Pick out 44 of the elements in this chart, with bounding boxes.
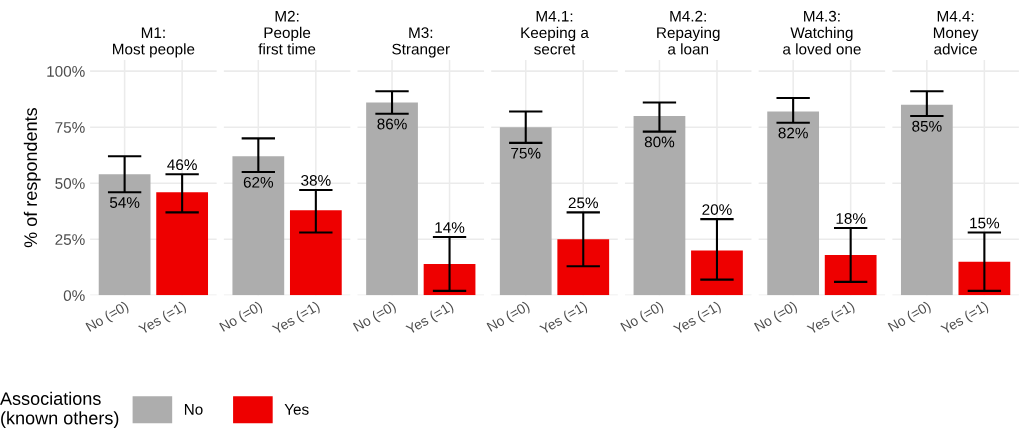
- x-tick-label: No (=0): [887, 300, 933, 335]
- data-label: 20%: [702, 204, 732, 215]
- legend-title: Associations (known others): [0, 391, 119, 428]
- y-tick-label: 50%: [55, 178, 85, 189]
- x-tick-label: No (=0): [352, 300, 398, 335]
- data-label: 18%: [836, 213, 866, 224]
- data-label: 25%: [568, 197, 598, 209]
- x-tick-label: No (=0): [753, 300, 799, 335]
- y-axis-title: % of respondents: [23, 108, 41, 248]
- data-label: 54%: [109, 197, 140, 208]
- x-tick-label: No (=0): [85, 300, 131, 335]
- x-tick-label: Yes (=1): [271, 300, 322, 338]
- data-label: 82%: [778, 127, 808, 139]
- y-tick-label: 25%: [55, 234, 85, 245]
- chart-title: M3: Stranger: [392, 27, 450, 58]
- legend-label: No: [184, 404, 203, 415]
- data-label: 14%: [435, 222, 465, 233]
- data-label: 75%: [511, 147, 541, 159]
- x-tick-label: No (=0): [619, 300, 666, 335]
- chart-title: M4.1: Keeping a secret: [521, 10, 589, 55]
- data-label: 38%: [301, 174, 331, 186]
- y-tick-label: 0%: [63, 290, 85, 302]
- y-tick-label: 75%: [55, 122, 85, 133]
- chart-title: M4.2: Repaying a loan: [657, 10, 720, 55]
- data-label: 62%: [243, 176, 274, 188]
- x-tick-label: Yes (=1): [672, 300, 723, 338]
- chart-title: M4.4: Money advice: [933, 10, 979, 55]
- legend-label: Yes: [284, 404, 309, 415]
- data-label: 46%: [167, 159, 197, 171]
- x-tick-label: Yes (=1): [806, 300, 857, 338]
- x-tick-label: Yes (=1): [538, 300, 589, 338]
- data-label: 85%: [912, 120, 942, 132]
- data-label: 15%: [970, 217, 1000, 229]
- data-label: 80%: [644, 136, 675, 148]
- x-tick-label: Yes (=1): [137, 300, 188, 338]
- x-tick-label: Yes (=1): [939, 300, 991, 338]
- y-tick-label: 100%: [47, 66, 85, 77]
- chart-title: M1: Most people: [113, 27, 195, 58]
- x-tick-label: No (=0): [486, 300, 532, 335]
- data-label: 86%: [377, 118, 407, 130]
- chart-title: M4.3: Watching a loved one: [783, 10, 861, 55]
- x-tick-label: Yes (=1): [405, 300, 456, 338]
- chart-title: M2: People first time: [258, 10, 316, 55]
- x-tick-label: No (=0): [218, 300, 265, 335]
